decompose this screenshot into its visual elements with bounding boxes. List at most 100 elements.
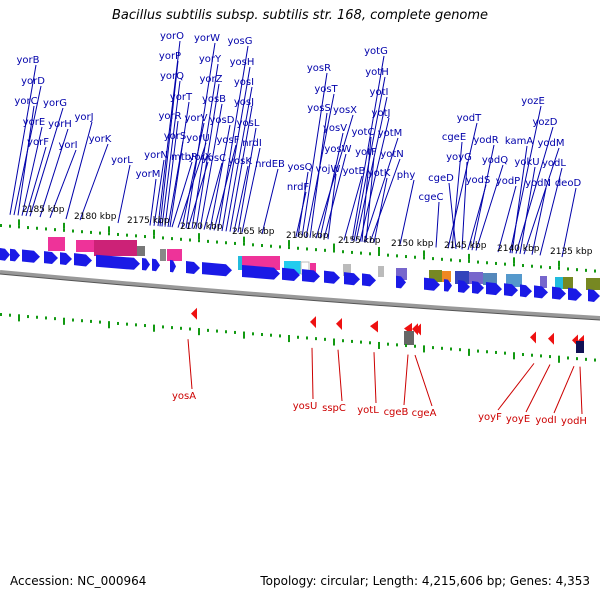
forward-gene-arrow (10, 248, 20, 262)
forward-gene-label: cgeD (428, 173, 454, 184)
reverse-gene-label: yoyE (506, 414, 530, 425)
forward-gene-label: yorB (16, 55, 39, 66)
forward-gene-label: kamA (505, 136, 533, 147)
forward-gene-label: nrdEB (255, 159, 285, 170)
gene-label-line (525, 364, 551, 413)
forward-gene-arrow (344, 272, 360, 286)
feature-box (563, 277, 573, 289)
forward-gene-label: yodL (542, 158, 566, 169)
forward-gene-arrow (472, 281, 484, 294)
genome-backbone (0, 270, 600, 320)
gene-label-line (117, 164, 131, 224)
gene-label-line (225, 86, 253, 232)
feature-box (506, 274, 522, 287)
gene-label-line (561, 187, 577, 258)
gene-label-line (448, 182, 457, 250)
gene-label-line (515, 126, 554, 254)
reverse-gene-label: yodH (561, 416, 587, 427)
forward-gene-label: yotI (370, 87, 389, 98)
forward-gene-label: yosJ (234, 97, 254, 108)
forward-gene-label: yosQ (287, 162, 312, 173)
forward-gene-label: nrdF (287, 182, 310, 193)
kbp-label: 2170 kbp (180, 222, 223, 232)
tick-ruler-top (0, 219, 596, 273)
reverse-gene-arrow (336, 317, 342, 330)
tick-ruler-bottom (0, 313, 596, 363)
gene-label-line (229, 106, 253, 232)
gene-label-line (17, 105, 35, 216)
gene-label-line (519, 166, 536, 254)
gene-label-line (323, 153, 347, 239)
gene-label-line (511, 145, 528, 254)
forward-gene-label: yodM (537, 138, 564, 149)
forward-gene-label: yotB (343, 166, 366, 177)
gene-label-line (301, 72, 328, 238)
forward-gene-arrow (44, 251, 58, 265)
forward-gene-arrow (458, 280, 470, 293)
gene-label-line (327, 173, 337, 240)
gene-label-line (49, 149, 77, 219)
gene-label-line (209, 124, 231, 231)
feature-box (396, 268, 407, 280)
forward-gene-arrow (568, 287, 582, 301)
feature-box (576, 341, 584, 353)
gene-label-line (414, 354, 433, 407)
forward-gene-arrow (362, 273, 376, 287)
gene-label-line (153, 159, 165, 226)
forward-gene-arrow (0, 248, 10, 261)
forward-gene-arrow (520, 284, 532, 298)
forward-gene-label: yotJ (372, 108, 391, 119)
feature-box (160, 249, 166, 261)
forward-gene-label: yotK (368, 168, 391, 179)
forward-gene-label: deoD (555, 178, 582, 189)
reverse-gene-arrow (310, 316, 316, 329)
gene-label-line (241, 147, 261, 233)
forward-gene-label: yosX (333, 105, 357, 116)
gene-label-line (39, 128, 69, 218)
forward-gene-arrow (186, 261, 200, 274)
reverse-gene-label: yotL (357, 405, 379, 416)
forward-gene-label: yorD (21, 76, 45, 87)
feature-box (442, 271, 451, 282)
forward-gene-label: yorO (160, 31, 184, 42)
forward-gene-arrow (302, 269, 320, 283)
forward-gene-label: yosS (307, 103, 331, 114)
forward-gene-arrow (282, 267, 300, 281)
forward-gene-label: yorJ (74, 112, 93, 123)
gene-label-line (523, 147, 560, 255)
gene-label-line (9, 64, 37, 215)
forward-gene-label: yorV (185, 113, 208, 124)
forward-gene-arrow (324, 270, 340, 284)
forward-gene-label: yoyG (446, 152, 472, 163)
feature-box (540, 276, 547, 288)
forward-gene-label: yosI (234, 77, 254, 88)
forward-label-lines (9, 40, 577, 258)
reverse-gene-label: cgeA (412, 408, 437, 419)
forward-gene-label: yorY (199, 54, 222, 65)
forward-gene-label: yosD (210, 115, 235, 126)
reverse-gene-label: yosU (293, 401, 318, 412)
forward-gene-label: yosB (202, 94, 226, 105)
gene-label-line (237, 127, 257, 233)
kbp-label: 2150 kbp (391, 239, 434, 249)
gene-label-line (195, 83, 220, 230)
forward-gene-label: yosW (324, 144, 351, 155)
forward-gene-label: yosV (323, 123, 347, 134)
gene-label-line (539, 167, 563, 256)
forward-gene-arrow (504, 283, 518, 297)
gene-label-line (185, 42, 216, 229)
forward-gene-label: yotH (365, 67, 388, 78)
forward-gene-arrow (22, 249, 40, 263)
genome-backbone-edge (0, 273, 600, 321)
feature-box (94, 240, 137, 256)
forward-gene-label: yorN (144, 150, 168, 161)
forward-gene-arrow (142, 257, 150, 271)
gene-label-line (531, 187, 547, 255)
gene-label-line (373, 177, 388, 243)
forward-gene-arrow (202, 262, 232, 277)
gene-label-line (29, 107, 64, 217)
forward-gene-label: yotM (378, 128, 403, 139)
forward-gene-arrow (74, 253, 92, 267)
forward-gene-label: cgeE (442, 132, 466, 143)
